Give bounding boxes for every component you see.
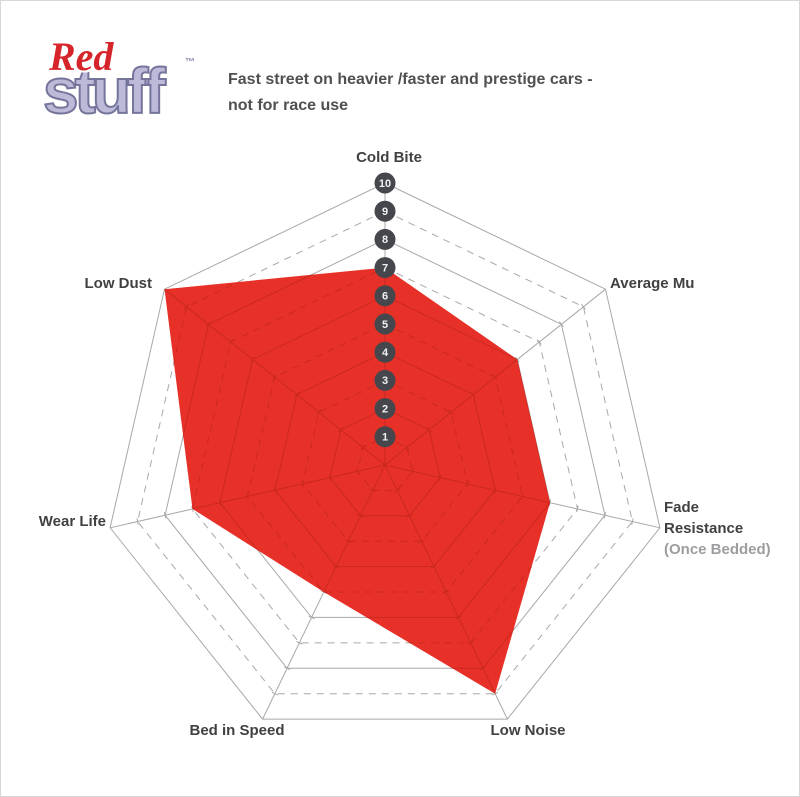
- scale-number: 9: [382, 206, 388, 218]
- scale-number: 2: [382, 403, 388, 415]
- axis-label-wear-life: Wear Life: [38, 513, 106, 530]
- redstuff-logo: Red stuff ™: [42, 34, 195, 141]
- scale-number: 7: [382, 262, 388, 274]
- scale-number: 6: [382, 291, 388, 303]
- scale-circle: [374, 257, 396, 279]
- axis-label-fade-resistance: Fade Resistance (Once Bedded): [664, 499, 771, 558]
- logo-stuff-text: stuff: [42, 55, 167, 127]
- axis-label-cold-bite: Cold Bite: [356, 149, 422, 166]
- scale-circle: [374, 398, 396, 420]
- scale-number: 1: [382, 432, 388, 444]
- axis-label-low-noise: Low Noise: [490, 722, 566, 739]
- axis-label-bed-in-speed: Bed in Speed: [189, 722, 285, 739]
- trademark-symbol: ™: [185, 57, 195, 68]
- description-line-2: not for race use: [228, 97, 349, 114]
- radar-series-polygon: [164, 267, 550, 694]
- logo-red-text: Red: [49, 34, 114, 79]
- scale-circle: [374, 285, 396, 307]
- axis-label-low-dust: Low Dust: [84, 275, 153, 292]
- product-description: Fast street on heavier /faster and prest…: [228, 67, 688, 119]
- scale-circle: [374, 313, 396, 335]
- scale-number: 3: [382, 375, 388, 387]
- scale-circle: [374, 369, 396, 391]
- scale-number: 5: [382, 319, 388, 331]
- scale-markers: 10 9 8 7 6 5 4 3 2 1: [374, 172, 396, 448]
- description-line-1: Fast street on heavier /faster and prest…: [228, 71, 593, 88]
- scale-circle: [374, 200, 396, 222]
- scale-circle: [374, 341, 396, 363]
- scale-number: 8: [382, 234, 388, 246]
- scale-number: 10: [379, 178, 391, 190]
- scale-number: 4: [382, 347, 389, 359]
- axis-label-average-mu: Average Mu: [610, 275, 695, 292]
- scale-circle: [374, 172, 396, 194]
- scale-circle: [374, 228, 396, 250]
- scale-circle: [374, 426, 396, 448]
- axis-sublabel-once-bedded: (Once Bedded): [664, 541, 771, 558]
